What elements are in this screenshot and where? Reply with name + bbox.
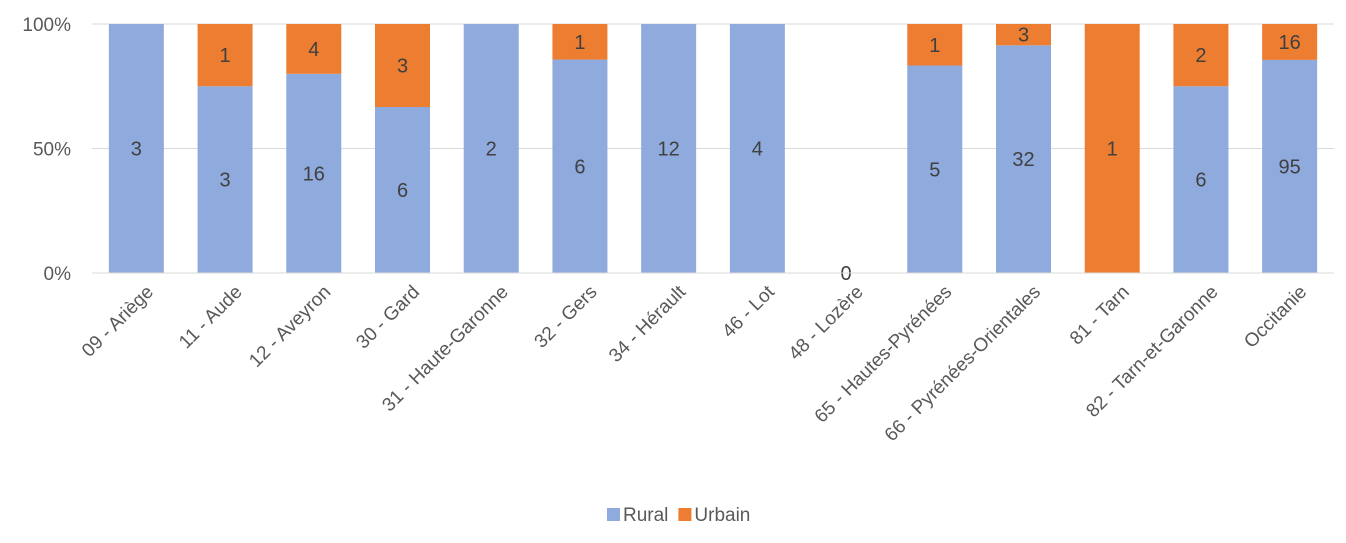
x-tick-label: 32 - Gers: [531, 282, 602, 353]
bar-segment-rural: [1173, 86, 1229, 273]
legend-swatch-urbain: [678, 508, 692, 521]
data-label: 2: [1195, 45, 1206, 67]
bar-segment-rural: [1262, 59, 1318, 273]
data-label: 6: [397, 180, 408, 202]
data-label: 1: [220, 45, 231, 67]
legend-label: Urbain: [694, 505, 750, 526]
bar-segment-rural: [108, 24, 164, 273]
bar-segment-rural: [907, 65, 963, 273]
bar-segment-rural: [286, 73, 342, 273]
bar-segment-urbain: [1262, 24, 1318, 60]
legend: Rural Urbain: [607, 505, 750, 526]
x-tick-label: 81 - Tarn: [1066, 282, 1134, 350]
grid-lines: [92, 23, 1334, 274]
data-label: 95: [1279, 156, 1301, 178]
bars: [108, 24, 1318, 274]
bar-segment-urbain: [1084, 24, 1140, 273]
x-tick-label: 66 - Pyrénées-Orientales: [881, 282, 1045, 446]
data-label: 3: [397, 56, 408, 78]
bar-segment-urbain: [286, 24, 342, 74]
x-tick-label: 30 - Gard: [352, 282, 424, 354]
bar-segment-rural: [197, 86, 253, 273]
data-label: 6: [574, 156, 585, 178]
x-tick-label: 48 - Lozère: [785, 282, 868, 365]
data-label: 3: [1018, 25, 1029, 47]
x-tick-label: Occitanie: [1240, 282, 1311, 353]
x-tick-label: 46 - Lot: [718, 281, 779, 342]
y-tick-label: 100%: [22, 15, 71, 36]
data-label: 4: [752, 139, 763, 161]
x-tick-label: 12 - Aveyron: [245, 282, 335, 372]
zero-total-label: 0: [841, 263, 852, 285]
x-tick-label: 09 - Ariège: [78, 282, 158, 362]
bar-segment-urbain: [552, 24, 608, 60]
bar-segment-rural: [641, 24, 697, 273]
bar-segment-urbain: [996, 24, 1051, 46]
bar-segment-urbain: [197, 24, 253, 87]
bar-segment-rural: [463, 24, 519, 273]
bar-segment-rural: [996, 45, 1051, 273]
data-label: 2: [486, 139, 497, 161]
x-tick-label: 11 - Aude: [175, 282, 246, 353]
data-label: 16: [1279, 32, 1301, 54]
legend-label: Rural: [623, 505, 668, 526]
y-tick-label: 50%: [33, 140, 71, 161]
bar-segment-rural: [729, 24, 785, 273]
data-label: 4: [308, 39, 319, 61]
bar-segment-urbain: [1173, 24, 1229, 87]
bar-segment-urbain: [907, 24, 963, 66]
data-label: 1: [1107, 139, 1118, 161]
data-label: 1: [574, 32, 585, 54]
bar-segment-urbain: [375, 24, 430, 107]
data-label: 3: [220, 170, 231, 192]
bar-segment-rural: [375, 107, 430, 273]
y-tick-label: 0%: [44, 264, 72, 285]
bar-segment-rural: [552, 59, 608, 274]
x-tick-label: 34 - Hérault: [605, 281, 691, 367]
data-label: 32: [1012, 149, 1034, 171]
data-label: 3: [131, 139, 142, 161]
data-label: 16: [303, 163, 325, 185]
data-label: 1: [929, 35, 940, 57]
legend-swatch-rural: [607, 508, 620, 521]
data-label: 12: [658, 139, 680, 161]
data-label: 5: [929, 159, 940, 181]
data-label: 6: [1195, 170, 1206, 192]
y-axis: 0% 50% 100%: [22, 15, 71, 285]
